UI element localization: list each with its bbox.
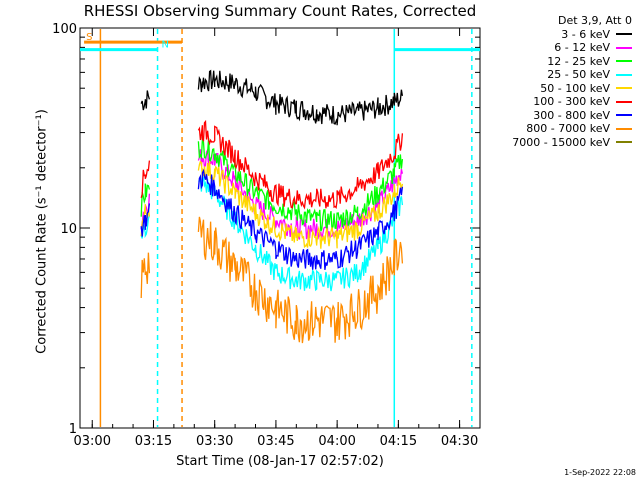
legend-entry: 7000 - 15000 keV [512,136,632,150]
legend-label: 6 - 12 keV [554,41,610,54]
series-line [197,168,404,270]
series-line [198,174,404,292]
legend-swatch [616,60,632,63]
y-axis-label: Corrected Count Rate (s⁻¹ detector⁻¹) [34,109,50,354]
x-tick-label: 04:30 [441,434,478,449]
legend-swatch [616,87,632,90]
series-line [140,203,151,237]
y-tick-label: 1 [69,422,77,437]
legend: Det 3,9, Att 0 3 - 6 keV 6 - 12 keV 12 - 2… [512,14,632,149]
legend-entry: 6 - 12 keV [512,41,632,55]
x-tick-label: 03:00 [74,434,111,449]
legend-entry: 300 - 800 keV [512,109,632,123]
legend-entry: 3 - 6 keV [512,28,632,42]
y-tick-label: 10 [60,222,77,237]
series-line [197,69,404,126]
legend-label: 25 - 50 keV [547,68,610,81]
x-tick-label: 03:30 [196,434,233,449]
series-line [197,216,404,344]
x-axis-label: Start Time (08-Jan-17 02:57:02) [176,454,384,469]
series-line [140,90,151,111]
chart-title: RHESSI Observing Summary Count Rates, Co… [83,2,477,20]
x-tick-label: 03:45 [257,434,294,449]
legend-label: 50 - 100 keV [540,81,610,95]
legend-entry: 25 - 50 keV [512,68,632,82]
legend-label: 3 - 6 keV [561,27,610,41]
flag-label: N [162,40,169,51]
legend-label: 300 - 800 keV [533,108,610,122]
y-tick-label: 100 [52,22,77,37]
legend-swatch [616,100,632,103]
legend-label: 7000 - 15000 keV [512,135,610,149]
legend-entry: 800 - 7000 keV [512,122,632,136]
legend-entry: 100 - 300 keV [512,95,632,109]
flag-label: S [86,32,92,43]
x-tick-label: 03:15 [135,434,172,449]
series-line [197,160,404,249]
legend-swatch [616,46,632,49]
legend-swatch [616,33,632,36]
legend-entry: 12 - 25 keV [512,55,632,69]
legend-swatch [616,73,632,76]
legend-swatch [616,141,632,144]
legend-label: 12 - 25 keV [547,54,610,68]
plot-area [79,27,481,429]
series-line [197,137,404,232]
legend-label: 100 - 300 keV [533,95,610,108]
timestamp-footer: 1-Sep-2022 22:08 [564,468,636,477]
series-line [197,119,404,210]
series-line [197,147,404,240]
series-line [140,160,151,198]
legend-entry: 50 - 100 keV [512,82,632,96]
x-tick-label: 04:00 [318,434,355,449]
series-line [140,252,151,299]
x-tick-label: 04:15 [380,434,417,449]
legend-label: 800 - 7000 keV [526,122,610,135]
legend-swatch [616,127,632,130]
legend-header: Det 3,9, Att 0 [558,14,632,27]
legend-swatch [616,114,632,117]
